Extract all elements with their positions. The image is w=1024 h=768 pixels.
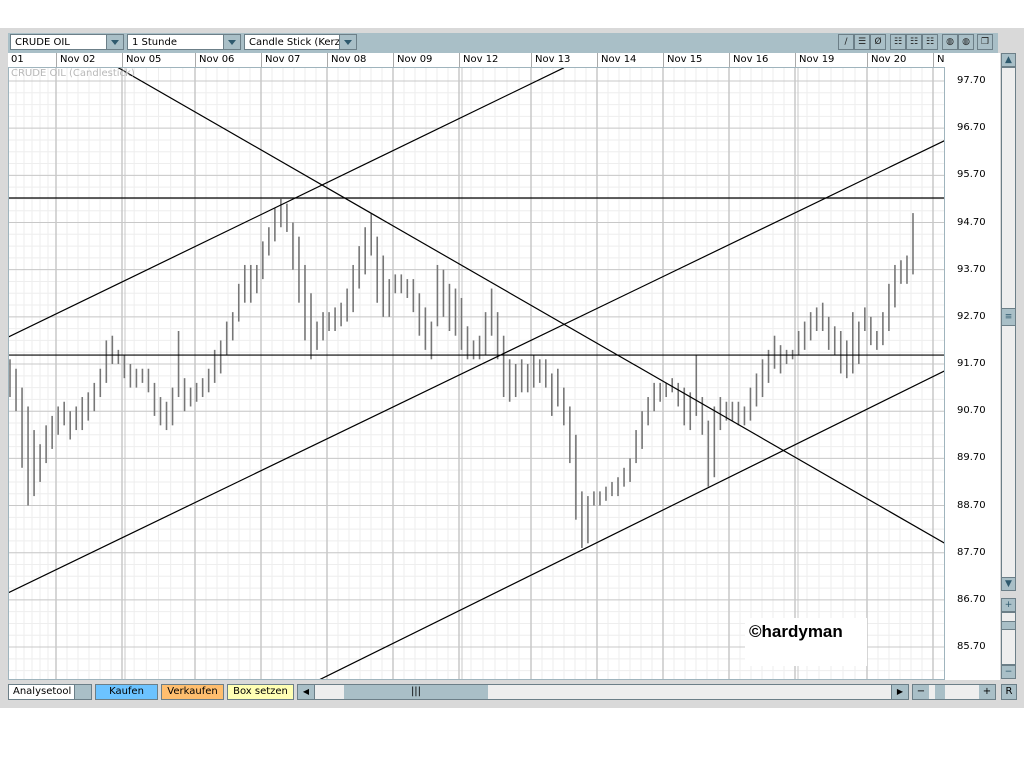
channel-tool-icon[interactable]: ☰: [854, 34, 870, 50]
zoom-thumb[interactable]: [1001, 621, 1016, 630]
date-label: Nov 13: [531, 53, 597, 67]
chart-border: [8, 67, 945, 680]
horizontal-scrollbar[interactable]: ◀ ||| ▶: [297, 684, 909, 700]
zoom-slider-thumb[interactable]: [935, 685, 945, 699]
price-tick: 95.70: [957, 169, 986, 181]
scroll-up-button[interactable]: ▲: [1001, 53, 1016, 67]
zoom-out-button[interactable]: −: [1001, 665, 1016, 679]
date-label: Nov 20: [867, 53, 933, 67]
horizontal-scroll-thumb[interactable]: |||: [344, 685, 488, 699]
zoom-plus-button[interactable]: +: [979, 685, 995, 699]
date-label: Nov 05: [122, 53, 195, 67]
zoom-slider[interactable]: − +: [912, 684, 996, 700]
date-label: Nov 19: [795, 53, 867, 67]
kaufen-button[interactable]: Kaufen: [95, 684, 158, 700]
verkaufen-button[interactable]: Verkaufen: [161, 684, 224, 700]
price-tick: 94.70: [957, 216, 986, 228]
zoom-in-button[interactable]: +: [1001, 598, 1016, 612]
date-label: Nov 09: [393, 53, 459, 67]
chart-background: [8, 67, 945, 680]
color-2-icon[interactable]: ◍: [958, 34, 974, 50]
price-axis: 97.70 96.70 95.70 94.70 93.70 92.70 91.70 90.70…: [945, 53, 1000, 680]
price-chart[interactable]: [8, 67, 945, 680]
window-icon[interactable]: ❐: [977, 34, 993, 50]
date-label: 01: [11, 54, 24, 65]
instrument-value: CRUDE OIL: [15, 37, 70, 48]
scroll-left-button[interactable]: ◀: [298, 685, 315, 699]
date-label: No: [933, 53, 945, 67]
date-label: Nov 08: [327, 53, 393, 67]
delete-icon[interactable]: Ø: [870, 34, 886, 50]
chevron-down-icon[interactable]: [74, 685, 91, 699]
trendline-downtrend: [118, 67, 945, 545]
trendline-upper-channel: [8, 67, 565, 338]
date-label: Nov 14: [597, 53, 663, 67]
vertical-scrollbar[interactable]: ▲ ≡ ▼ + −: [1000, 53, 1017, 680]
interval-value: 1 Stunde: [132, 37, 177, 48]
trendline-lower-channel: [318, 369, 945, 680]
price-tick: 91.70: [957, 358, 986, 370]
scroll-track[interactable]: [1001, 67, 1016, 587]
box-setzen-button[interactable]: Box setzen: [227, 684, 294, 700]
date-label: Nov 12: [459, 53, 531, 67]
trendline-middle-channel: [8, 139, 945, 594]
grid-1-icon[interactable]: ☷: [890, 34, 906, 50]
zoom-track[interactable]: [1001, 612, 1016, 665]
price-tick: 92.70: [957, 310, 986, 322]
price-tick: 86.70: [957, 593, 986, 605]
zoom-minus-button[interactable]: −: [913, 685, 929, 699]
price-tick: 87.70: [957, 546, 986, 558]
line-tool-icon[interactable]: /: [838, 34, 854, 50]
scroll-down-button[interactable]: ▼: [1001, 577, 1016, 591]
grid-3-icon[interactable]: ☷: [922, 34, 938, 50]
date-label: Nov 15: [663, 53, 729, 67]
chevron-down-icon[interactable]: [339, 35, 356, 49]
watermark: ©hardyman: [745, 618, 867, 666]
date-label: Nov 07: [261, 53, 327, 67]
analysetool-value: Analysetool: [13, 686, 72, 697]
scroll-thumb[interactable]: ≡: [1001, 308, 1016, 326]
reset-button[interactable]: R: [1001, 684, 1017, 700]
chart-type-select[interactable]: Candle Stick (Kerze: [244, 34, 357, 50]
chart-type-value: Candle Stick (Kerze: [249, 37, 339, 48]
grid-2-icon[interactable]: ☷: [906, 34, 922, 50]
scroll-right-button[interactable]: ▶: [891, 685, 908, 699]
price-tick: 96.70: [957, 122, 986, 134]
date-label: Nov 16: [729, 53, 795, 67]
price-tick: 97.70: [957, 75, 986, 86]
date-label: Nov 06: [195, 53, 261, 67]
interval-select[interactable]: 1 Stunde: [127, 34, 241, 50]
date-header: 01 Nov 02 Nov 05 Nov 06 Nov 07 Nov 08 Nov 09 No…: [8, 53, 945, 68]
price-tick: 93.70: [957, 263, 986, 275]
color-1-icon[interactable]: ◍: [942, 34, 958, 50]
analysetool-select[interactable]: Analysetool: [8, 684, 92, 700]
chevron-down-icon[interactable]: [106, 35, 123, 49]
price-tick: 89.70: [957, 452, 986, 464]
price-tick: 90.70: [957, 405, 986, 417]
instrument-select[interactable]: CRUDE OIL: [10, 34, 124, 50]
series-label: CRUDE OIL (Candlestick): [11, 68, 135, 79]
chevron-down-icon[interactable]: [223, 35, 240, 49]
price-tick: 85.70: [957, 641, 986, 653]
date-label: Nov 02: [56, 53, 122, 67]
price-tick: 88.70: [957, 499, 986, 511]
